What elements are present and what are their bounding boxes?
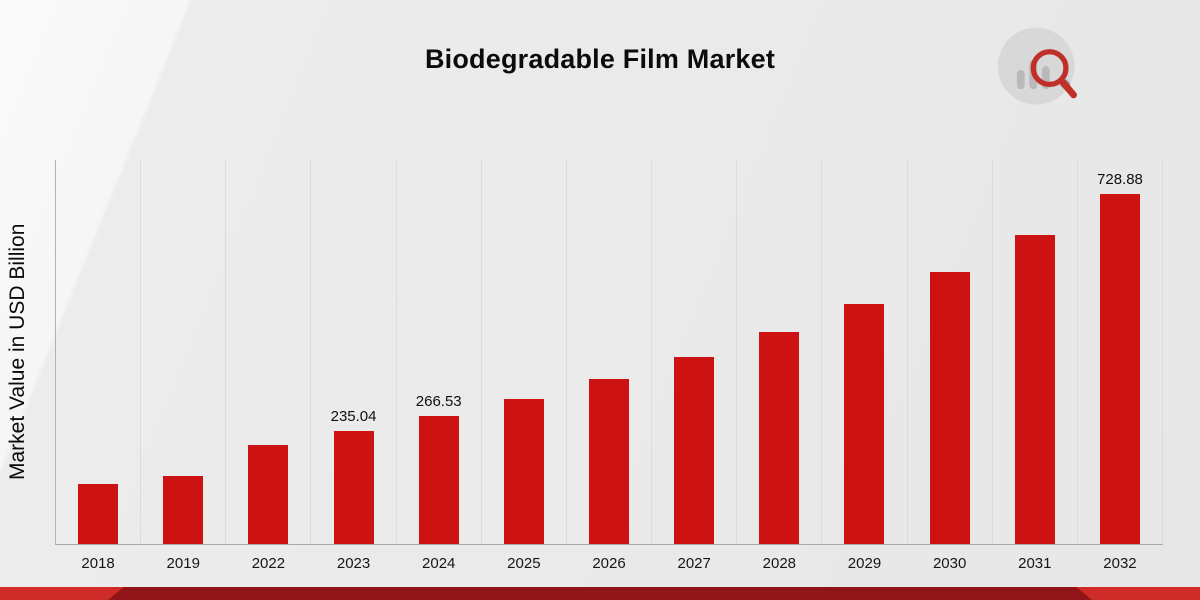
chart-column-2026: 2026 — [567, 160, 653, 572]
y-axis-label: Market Value in USD Billion — [6, 223, 29, 481]
x-tick-2025: 2025 — [507, 555, 541, 572]
bar-2019 — [163, 475, 204, 544]
bar-2022 — [248, 444, 289, 544]
bar-value-label-2024: 266.53 — [415, 393, 462, 411]
bar-2029 — [844, 304, 885, 544]
bar-2032 — [1099, 194, 1140, 544]
chart-column-2028: 2028 — [737, 160, 823, 572]
bar-2026 — [589, 379, 630, 544]
bar-2025 — [503, 398, 544, 544]
x-tick-2028: 2028 — [762, 555, 797, 572]
bar-2031 — [1014, 235, 1055, 544]
bar-2027 — [674, 357, 715, 544]
chart-column-2030: 2030 — [908, 160, 993, 572]
x-tick-2032: 2032 — [1103, 555, 1137, 572]
x-tick-2022: 2022 — [251, 555, 286, 572]
bar-2024 — [418, 416, 459, 544]
x-tick-2029: 2029 — [847, 555, 882, 572]
bar-value-label-2032: 728.88 — [1097, 171, 1143, 189]
chart-column-2022: 2022 — [226, 160, 312, 572]
chart-column-2025: 2025 — [482, 160, 567, 572]
chart-column-2032: 728.88 2032 — [1078, 160, 1164, 572]
plot-area: 2018 2019 2022 235.04 2023 266.53 2024 2025 2026… — [55, 160, 1164, 572]
logo-magnifier-icon — [1030, 49, 1077, 99]
x-tick-2023: 2023 — [336, 555, 371, 572]
x-tick-2026: 2026 — [592, 555, 626, 572]
bar-2030 — [929, 271, 970, 544]
chart-column-2018: 2018 — [56, 160, 142, 572]
x-tick-2027: 2027 — [677, 555, 711, 572]
x-tick-2031: 2031 — [1018, 555, 1052, 572]
x-tick-2024: 2024 — [422, 555, 456, 572]
chart-title: Biodegradable Film Market — [424, 44, 776, 74]
bar-value-label-2023: 235.04 — [330, 408, 377, 426]
bottom-ribbon-dark — [108, 587, 1092, 600]
bottom-ribbon — [0, 587, 1200, 600]
chart-column-2031: 2031 — [993, 160, 1078, 572]
chart-column-2029: 2029 — [822, 160, 908, 572]
x-tick-2030: 2030 — [932, 555, 967, 572]
x-tick-2019: 2019 — [166, 555, 200, 572]
bar-2028 — [759, 332, 800, 544]
x-tick-2018: 2018 — [81, 555, 115, 572]
chart-column-2023: 235.04 2023 — [311, 160, 397, 572]
chart-column-2027: 2027 — [652, 160, 738, 572]
bar-2023 — [333, 431, 374, 544]
chart-column-2024: 266.53 2024 — [397, 160, 482, 572]
bar-2018 — [78, 483, 119, 544]
market-research-future-logo — [997, 27, 1077, 105]
chart-column-2019: 2019 — [141, 160, 227, 572]
